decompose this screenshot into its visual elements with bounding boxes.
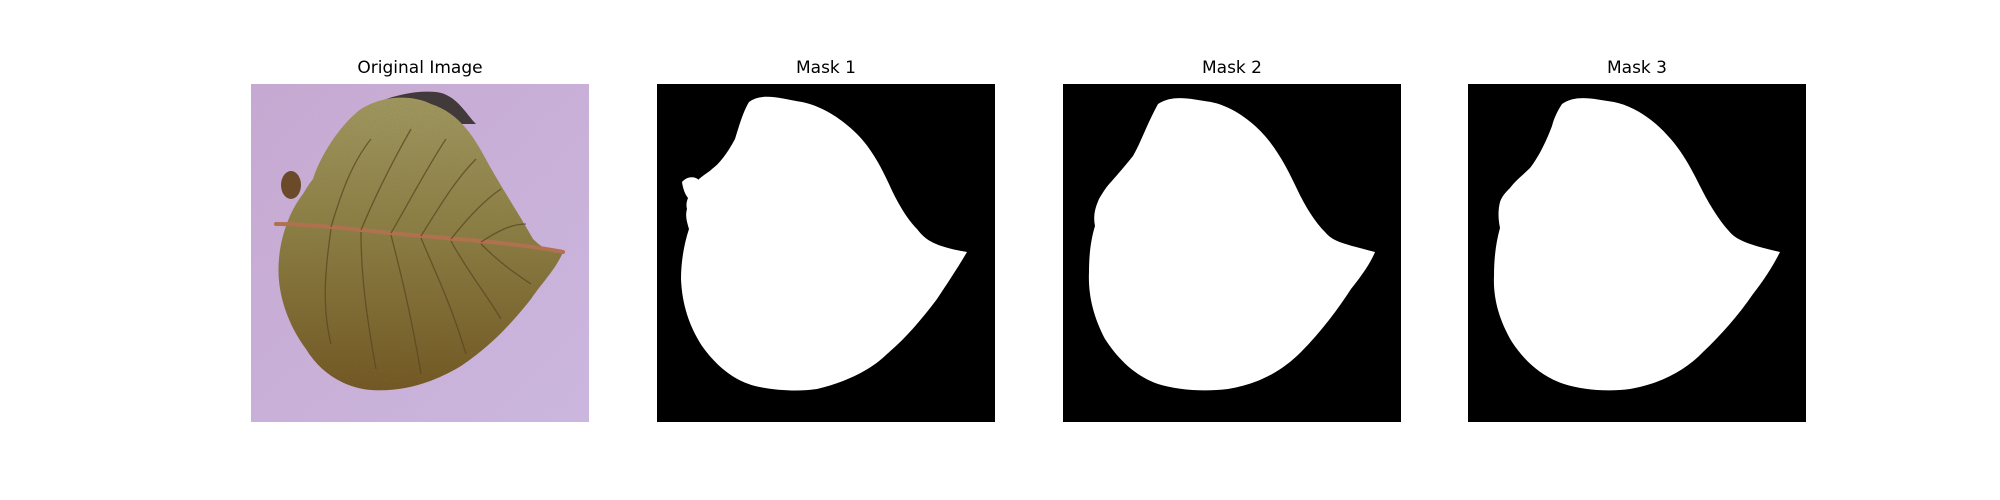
mask-3-image (1468, 84, 1806, 422)
panel-title: Mask 3 (1606, 58, 1667, 78)
panel-title: Mask 1 (795, 58, 856, 78)
leaf-veins (324, 128, 532, 375)
original-leaf-photo (251, 84, 589, 422)
panel-title: Original Image (357, 58, 483, 78)
mask-leaf-region (681, 96, 967, 391)
leaf-bud (281, 171, 301, 199)
mask-2-image (1063, 84, 1401, 422)
mask-leaf-region (1088, 98, 1375, 391)
mask-leaf-region (1493, 98, 1780, 391)
leaf-midrib (274, 222, 565, 254)
panel-title: Mask 2 (1201, 58, 1262, 78)
mask-1-image (657, 84, 995, 422)
